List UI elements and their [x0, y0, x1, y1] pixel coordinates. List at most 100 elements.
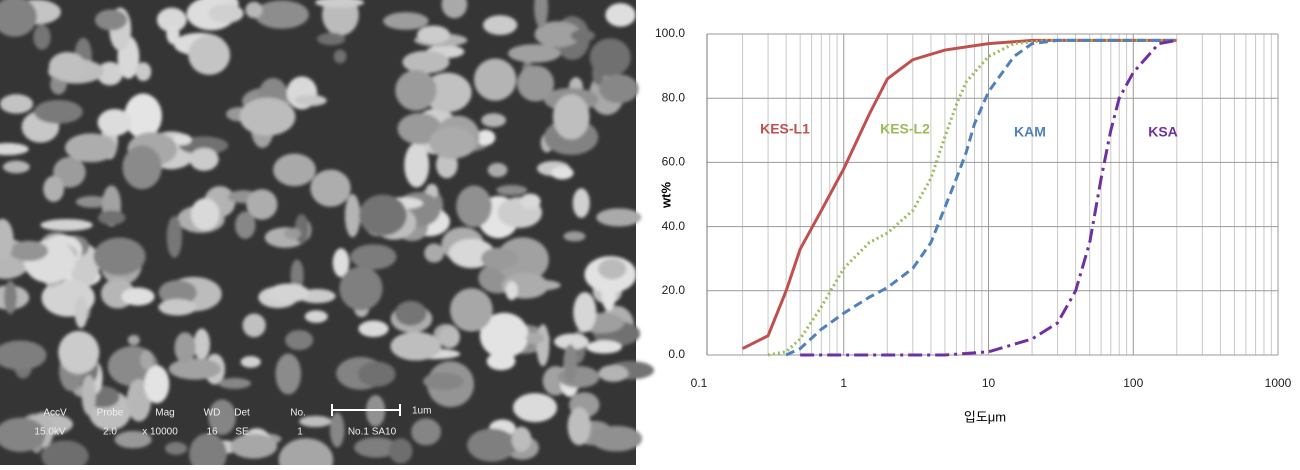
particle [520, 193, 541, 210]
particle [573, 292, 597, 333]
particle [41, 440, 89, 470]
particle [2, 160, 30, 174]
particle [43, 175, 65, 202]
particle [33, 24, 51, 50]
particle [570, 29, 595, 42]
particle [394, 300, 427, 326]
particle [473, 58, 517, 101]
y-tick-label: 80.0 [662, 90, 686, 104]
particle [158, 298, 197, 316]
particle [33, 99, 83, 124]
particle [124, 93, 162, 139]
particle [245, 1, 263, 19]
particle [536, 324, 550, 367]
particle [0, 0, 37, 37]
particle [441, 0, 468, 19]
particle [551, 166, 574, 180]
particle [359, 194, 407, 236]
sem-label: Probe [97, 408, 124, 419]
particle [254, 0, 309, 29]
particle [317, 32, 346, 46]
sem-label: AccV [43, 408, 67, 419]
particle [174, 332, 196, 364]
particle [554, 333, 589, 350]
particle [322, 0, 359, 36]
x-tick-label: 10 [982, 376, 996, 390]
x-tick-label: 1000 [1265, 376, 1292, 390]
particle [166, 216, 183, 258]
sem-value: 15.0kV [34, 427, 65, 438]
particle [429, 126, 476, 159]
particle [534, 21, 581, 48]
series-label: KES-L1 [760, 121, 810, 137]
particle [4, 280, 17, 315]
particle [218, 377, 251, 389]
series-label: KSA [1148, 124, 1178, 140]
particle [58, 330, 100, 375]
particle [511, 426, 532, 452]
particle [97, 210, 126, 225]
particle [390, 331, 442, 361]
particle [0, 94, 34, 114]
particle [598, 364, 629, 382]
series-line [741, 38, 1177, 350]
particle [479, 312, 529, 359]
particle [122, 145, 162, 190]
series-line [785, 38, 1177, 357]
particle [158, 280, 197, 306]
series-label: KAM [1014, 124, 1046, 140]
particle [179, 136, 229, 155]
particle [40, 219, 93, 232]
particle [563, 344, 578, 383]
particle [290, 259, 304, 291]
sem-label: No. [290, 408, 306, 419]
x-tick-label: 100 [1123, 376, 1143, 390]
particle [354, 437, 399, 458]
particle [156, 7, 187, 33]
particle [481, 113, 506, 128]
sem-value: 2.0 [103, 427, 117, 438]
particle [285, 330, 314, 351]
particle [0, 340, 47, 371]
particle [339, 266, 383, 311]
particle [96, 61, 123, 86]
particle [586, 340, 622, 354]
particle [208, 399, 236, 435]
particle [475, 129, 496, 146]
particle [284, 227, 302, 240]
particle [456, 185, 492, 228]
particle [417, 25, 450, 44]
particles [0, 0, 655, 470]
particle [423, 372, 464, 391]
particle [526, 332, 545, 345]
particle [140, 350, 154, 370]
particle [333, 49, 347, 64]
series-label: KES-L2 [880, 121, 930, 137]
particle [0, 417, 46, 452]
particle [439, 325, 461, 349]
sem-label: WD [204, 408, 221, 419]
particle [9, 240, 49, 262]
sem-label: Mag [155, 408, 174, 419]
particle [144, 365, 170, 404]
particle [315, 0, 365, 8]
particle [114, 430, 152, 449]
particle [589, 38, 631, 77]
particle [0, 143, 29, 156]
particle [598, 74, 639, 104]
particle [598, 258, 627, 280]
particle [517, 65, 555, 102]
particle [127, 334, 140, 346]
particle [278, 438, 334, 470]
particle [273, 153, 316, 187]
particle [388, 438, 413, 464]
particle [48, 51, 86, 82]
sem-value: No.1 SA10 [348, 427, 397, 438]
particle [310, 169, 351, 207]
particle [505, 281, 518, 301]
particle [329, 412, 345, 448]
x-axis-label: 입도μm [964, 409, 1006, 424]
particle [496, 237, 549, 282]
particle [483, 15, 518, 36]
particle [75, 196, 109, 208]
